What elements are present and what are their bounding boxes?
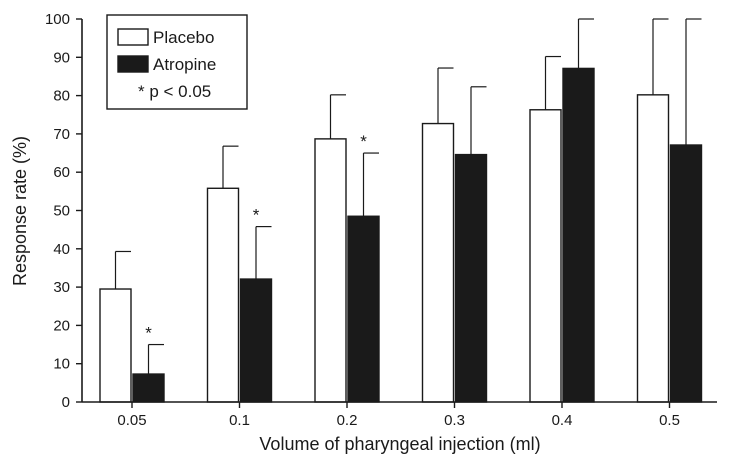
bar-placebo-0-3: [421, 122, 455, 403]
x-axis-title: Volume of pharyngeal injection (ml): [259, 434, 540, 454]
y-tick-label-70: 70: [53, 126, 70, 143]
significance-marker-0-2: *: [360, 132, 367, 151]
x-tick-label-0-5: 0.5: [659, 412, 680, 429]
y-tick-label-10: 10: [53, 356, 70, 373]
bar-placebo-0-2: [314, 138, 347, 403]
y-tick-label-40: 40: [53, 241, 70, 258]
y-tick-label-100: 100: [45, 11, 70, 28]
legend-swatch-placebo: [117, 28, 149, 46]
bars: * * *: [99, 18, 703, 403]
y-tick-label-20: 20: [53, 317, 70, 334]
bar-atropine-0-5: [669, 144, 703, 403]
y-tick-label-0: 0: [62, 394, 70, 411]
x-tick-label-0-1: 0.1: [229, 412, 250, 429]
x-tick-label-0-05: 0.05: [117, 412, 146, 429]
significance-marker-0-05: *: [145, 324, 152, 343]
x-tick-label-0-2: 0.2: [337, 412, 358, 429]
significance-marker-0-1: *: [253, 206, 260, 225]
y-tick-label-80: 80: [53, 88, 70, 105]
bar-placebo-0-1: [206, 187, 240, 403]
legend-significance-note: * p < 0.05: [138, 82, 211, 101]
legend: Placebo Atropine * p < 0.05: [106, 14, 248, 110]
bar-placebo-0-4: [529, 109, 562, 403]
y-tick-label-90: 90: [53, 49, 70, 66]
y-tick-label-30: 30: [53, 279, 70, 296]
y-tick-label-60: 60: [53, 164, 70, 181]
x-tick-label-0-3: 0.3: [444, 412, 465, 429]
legend-label-atropine: Atropine: [153, 55, 216, 74]
bar-atropine-0-1: [239, 278, 273, 403]
bar-atropine-0-2: [347, 215, 380, 403]
y-axis-ticks: 0 10 20 30 40 50 60 70 80 90 100: [45, 11, 82, 411]
bar-atropine-0-4: [562, 67, 595, 403]
y-axis-title: Response rate (%): [10, 136, 30, 286]
x-tick-label-0-4: 0.4: [552, 412, 573, 429]
bar-atropine-0-3: [454, 153, 488, 403]
bar-atropine-0-05: [132, 373, 165, 403]
legend-label-placebo: Placebo: [153, 28, 214, 47]
y-tick-label-50: 50: [53, 203, 70, 220]
bar-placebo-0-5: [636, 94, 670, 403]
legend-swatch-atropine: [117, 55, 149, 73]
x-axis-ticks: 0.05 0.1 0.2 0.3 0.4 0.5: [117, 402, 680, 429]
bar-placebo-0-05: [99, 288, 132, 403]
